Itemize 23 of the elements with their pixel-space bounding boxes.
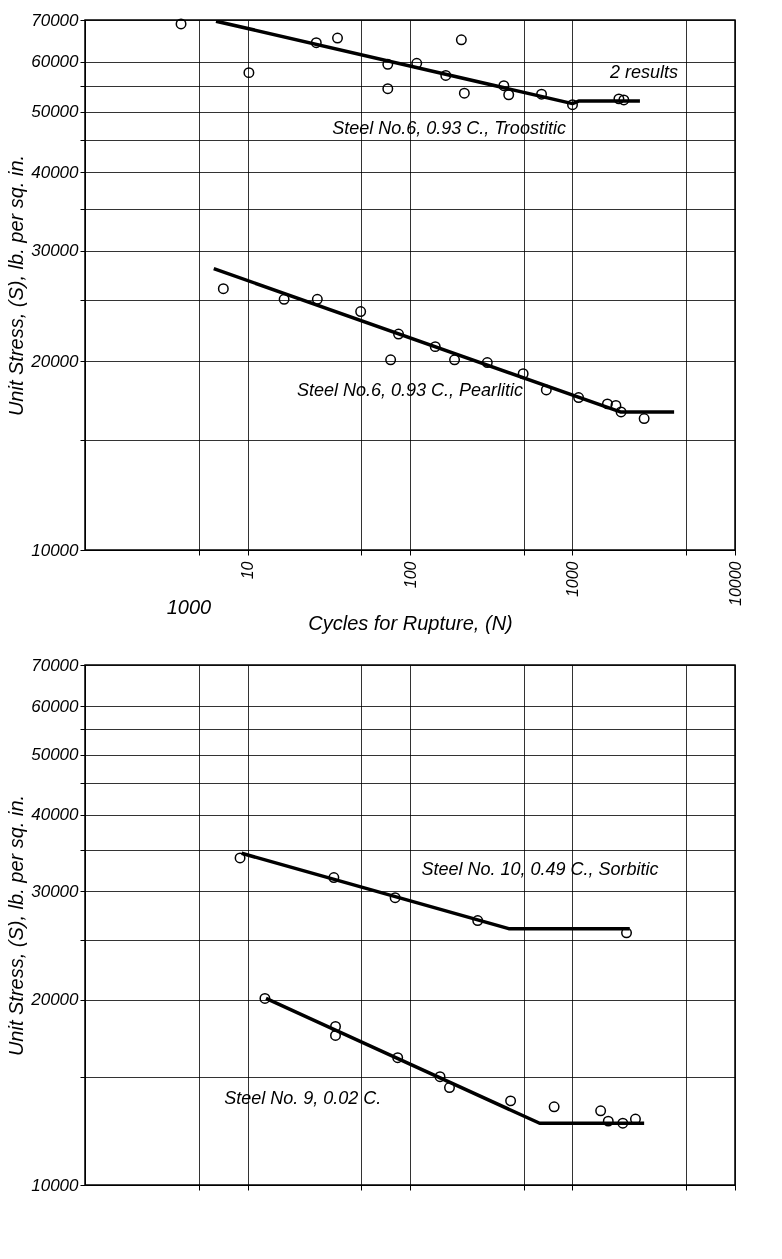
y-tick-label: 10000 [31,1175,80,1195]
y-tick-label: 40000 [31,162,80,182]
y-axis-title: Unit Stress, (S), lb. per sq. in. [5,794,28,1057]
y-tick-label: 70000 [31,655,80,675]
y-tick-label: 50000 [31,102,80,122]
y-tick-label: 30000 [31,241,80,261]
y-axis-title: Unit Stress, (S), lb. per sq. in. [5,154,28,417]
y-tick-label: 30000 [31,881,80,901]
text: 1000 [166,596,212,618]
annotation: 2 results [608,62,679,82]
x-tick-label: 10000 [726,561,744,606]
y-tick-label: 50000 [31,745,80,765]
y-tick-label: 60000 [31,696,80,716]
y-tick-label: 70000 [31,10,80,30]
x-tick-label: 10 [239,561,256,580]
y-tick-label: 60000 [31,52,80,72]
x-tick-label: 1000 [564,561,581,598]
y-tick-label: 20000 [30,351,80,371]
y-tick-label: 10000 [31,540,80,560]
x-tick-label: 100 [401,561,419,589]
x-axis-title: Cycles for Rupture, (N) [308,611,513,634]
y-tick-label: 20000 [30,990,80,1010]
y-tick-label: 40000 [31,805,80,825]
